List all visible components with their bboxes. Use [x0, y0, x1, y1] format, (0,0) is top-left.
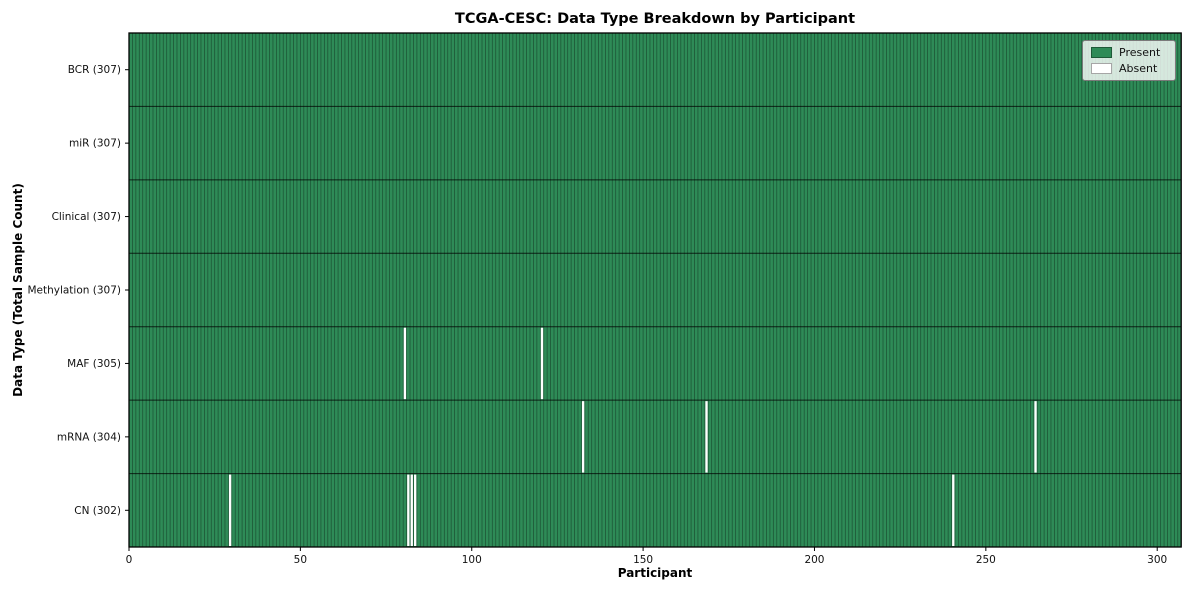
legend-label-present: Present — [1119, 46, 1161, 59]
y-tick-label: miR (307) — [69, 138, 121, 150]
x-tick-label: 250 — [976, 554, 996, 566]
absent-cell — [705, 401, 708, 473]
x-tick-label: 300 — [1147, 554, 1167, 566]
absent-cell — [1034, 401, 1037, 473]
x-axis-label: Participant — [617, 566, 693, 580]
legend-item-absent: Absent — [1091, 63, 1167, 74]
y-tick-label: MAF (305) — [67, 358, 121, 370]
absent-cell — [403, 327, 407, 400]
row-boundaries — [129, 105, 1182, 475]
absent-cell — [540, 327, 544, 400]
y-tick-label: mRNA (304) — [57, 431, 121, 443]
x-tick-label: 150 — [633, 554, 653, 566]
y-tick-label: CN (302) — [74, 505, 121, 517]
x-tick-label: 200 — [804, 554, 824, 566]
absent-cell — [952, 474, 955, 546]
present-cells-background — [129, 33, 1182, 547]
cell-edges — [132, 33, 1179, 547]
absent-cell — [581, 401, 585, 473]
absent-cell — [407, 474, 410, 546]
legend-swatch-absent — [1091, 63, 1112, 74]
absent-cell — [410, 474, 413, 546]
y-tick-label: BCR (307) — [68, 64, 121, 76]
absent-cell — [414, 474, 417, 546]
y-tick-label: Clinical (307) — [52, 211, 121, 223]
legend-label-absent: Absent — [1119, 62, 1158, 75]
x-tick-label: 50 — [294, 554, 307, 566]
legend-item-present: Present — [1091, 47, 1167, 58]
x-tick-label: 0 — [126, 554, 133, 566]
legend-swatch-present — [1091, 47, 1112, 58]
chart-title: TCGA-CESC: Data Type Breakdown by Partic… — [454, 11, 856, 27]
y-tick-label: Methylation (307) — [27, 285, 121, 297]
x-tick-label: 100 — [462, 554, 482, 566]
absent-cell — [228, 474, 232, 546]
legend: Present Absent — [1082, 40, 1176, 81]
